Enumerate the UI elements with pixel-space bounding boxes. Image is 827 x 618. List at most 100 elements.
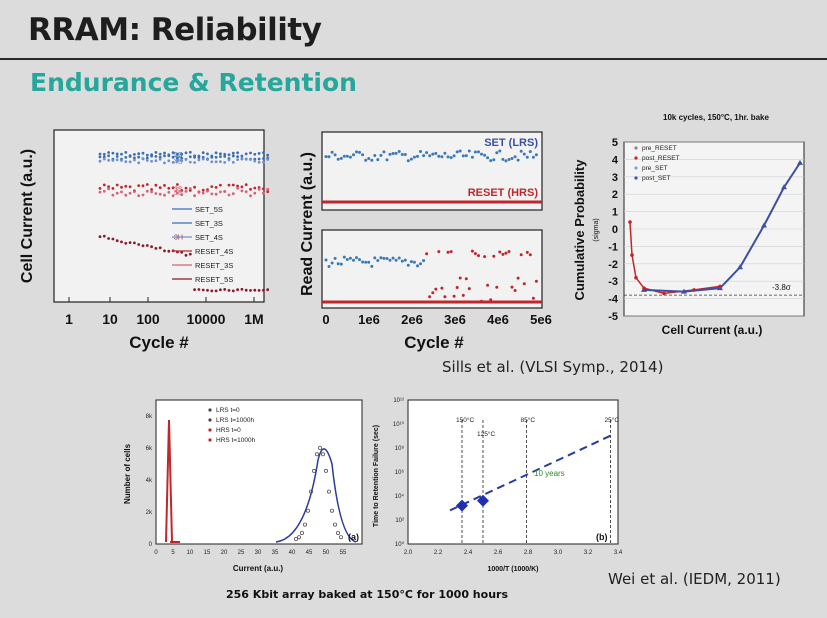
x-tick-label: 2.2 — [434, 550, 443, 556]
data-point — [249, 187, 252, 191]
data-point — [492, 254, 496, 258]
data-point — [528, 253, 532, 257]
data-point — [214, 192, 218, 196]
data-point — [206, 189, 209, 193]
data-point — [510, 285, 514, 289]
data-point — [352, 258, 355, 262]
data-point — [150, 245, 154, 249]
x-tick-label: 100 — [136, 311, 160, 327]
x-axis-label: Current (a.u.) — [233, 564, 284, 573]
legend-entry: LRS t=1000h — [216, 417, 255, 424]
data-point — [266, 190, 270, 194]
series-label: 4S — [174, 159, 183, 166]
data-point — [111, 187, 115, 190]
data-point — [412, 260, 416, 264]
data-point — [425, 151, 429, 155]
x-tick-label: 10 — [187, 550, 194, 556]
data-point — [495, 151, 499, 155]
data-point — [486, 156, 490, 160]
data-point — [184, 158, 188, 161]
data-point — [531, 155, 535, 159]
lrs-label: SET (LRS) — [484, 137, 538, 149]
data-point — [115, 158, 119, 162]
data-point — [339, 156, 343, 160]
series-group — [449, 432, 616, 512]
data-point — [257, 160, 261, 164]
data-point — [525, 155, 529, 159]
x-tick-label: 1e6 — [358, 312, 380, 327]
sigma-annotation: -3.8σ — [772, 283, 791, 292]
data-point — [336, 157, 340, 161]
data-point — [154, 159, 158, 163]
data-point — [236, 151, 240, 155]
data-point — [458, 276, 462, 280]
y-tick-label: 10¹⁰ — [393, 421, 405, 428]
data-point — [163, 193, 166, 197]
data-point — [330, 150, 334, 154]
data-point — [317, 446, 322, 451]
data-point — [249, 289, 252, 292]
y-axis-label: Read Current (a.u.) — [299, 152, 316, 296]
data-point — [227, 289, 231, 292]
x-tick-label: 40 — [289, 550, 296, 556]
data-point — [510, 157, 514, 160]
data-point — [367, 260, 371, 264]
data-point — [253, 186, 257, 190]
data-point — [483, 153, 487, 157]
y-tick-label: 10¹² — [393, 398, 404, 404]
data-point — [473, 150, 477, 154]
data-point — [342, 255, 346, 259]
hrs-label: RESET (HRS) — [468, 187, 539, 199]
data-point — [419, 262, 422, 266]
title-divider — [0, 58, 827, 60]
data-point — [128, 155, 132, 158]
data-point — [163, 161, 166, 165]
data-point — [154, 151, 158, 154]
data-point — [102, 152, 106, 156]
data-point — [492, 158, 496, 162]
data-point — [737, 264, 743, 270]
data-point — [180, 152, 184, 156]
data-point — [305, 508, 310, 513]
x-tick-label: 3.0 — [554, 550, 563, 556]
data-point — [111, 193, 115, 197]
data-point — [403, 258, 407, 262]
data-point — [361, 260, 365, 264]
data-point — [210, 160, 214, 164]
data-point — [262, 157, 265, 160]
x-tick-label: 25 — [238, 550, 245, 556]
data-point — [456, 499, 468, 512]
data-point — [231, 154, 235, 158]
data-point — [210, 155, 214, 159]
data-point — [184, 190, 188, 193]
data-point — [458, 149, 462, 153]
data-point — [223, 152, 227, 156]
data-point — [461, 154, 465, 158]
data-point — [373, 256, 377, 260]
y-tick-label: 10⁴ — [395, 493, 405, 500]
y-tick-label: 4 — [612, 154, 619, 166]
data-point — [486, 283, 490, 287]
data-point — [120, 185, 123, 189]
data-point — [236, 158, 240, 161]
series-label: 3S — [174, 186, 183, 193]
data-point — [107, 185, 110, 189]
data-point — [98, 152, 102, 156]
series-group-top — [322, 149, 542, 204]
data-point — [231, 160, 235, 164]
x-tick-label: 30 — [255, 550, 262, 556]
data-point — [236, 186, 240, 190]
legend-entry: RESET_3S — [195, 261, 233, 270]
data-point — [428, 154, 432, 158]
data-point — [201, 188, 205, 192]
data-point — [115, 191, 119, 195]
data-point — [171, 155, 175, 159]
data-point — [293, 536, 298, 541]
legend-marker — [208, 418, 212, 422]
data-point — [133, 190, 136, 193]
data-point — [333, 153, 337, 157]
data-point — [124, 184, 128, 188]
